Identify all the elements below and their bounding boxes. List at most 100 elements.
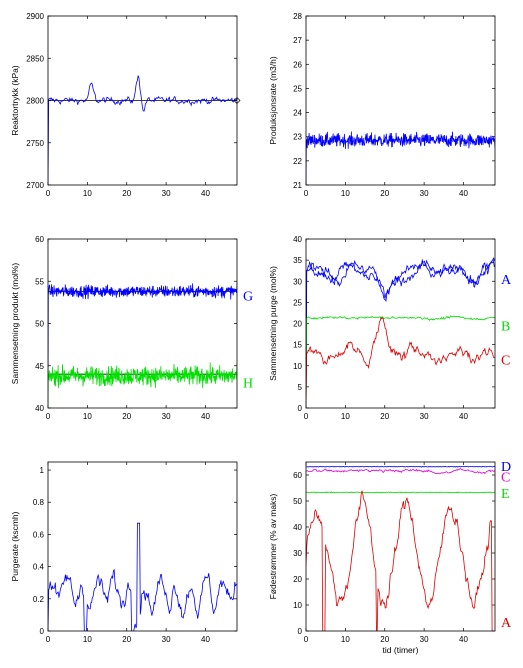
- axes-frame: [305, 15, 496, 186]
- x-tick-label: 10: [341, 412, 350, 421]
- x-tick-label: 20: [380, 412, 389, 421]
- series-line-green: [306, 491, 495, 494]
- y-tick-label: 20: [293, 320, 302, 329]
- series-tag-A: A: [501, 273, 512, 288]
- chart-panel-5: 0 10 20 30 40 0 0.2 0.4 0.6 0.8 1 Purgerate (kscmh): [10, 461, 238, 644]
- y-tick-label: 23: [293, 133, 302, 142]
- series-line-green: [48, 362, 237, 408]
- x-tick-label: 0: [304, 635, 309, 644]
- axes-frame: [47, 238, 238, 409]
- x-tick-label: 10: [341, 635, 350, 644]
- y-tick-label: 30: [293, 277, 302, 286]
- y-tick-label: 0: [298, 627, 303, 636]
- y-tick-label: 10: [293, 601, 302, 610]
- x-tick-label: 40: [459, 412, 468, 421]
- y-tick-label: 40: [293, 235, 302, 244]
- plot-area: [48, 522, 237, 631]
- y-tick-label: 10: [293, 362, 302, 371]
- x-tick-label: 40: [459, 189, 468, 198]
- x-tick-label: 20: [380, 635, 389, 644]
- y-tick-label: 25: [293, 298, 302, 307]
- y-tick-label: 50: [35, 320, 44, 329]
- y-tick-label: 27: [293, 36, 302, 45]
- x-axis-label: tid (timer): [383, 645, 419, 655]
- series-line-blue: [306, 131, 495, 185]
- y-tick-label: 28: [293, 12, 302, 21]
- x-tick-label: 10: [83, 635, 92, 644]
- x-tick-label: 40: [201, 412, 210, 421]
- y-tick-label: 21: [293, 181, 302, 190]
- y-axis-label: Fødestrømmer (% av maks): [268, 493, 278, 599]
- series-tag-B: B: [501, 320, 510, 335]
- y-axis-label: Purgerate (kscmh): [10, 511, 20, 581]
- y-tick-label: 25: [293, 84, 302, 93]
- series-tag-E: E: [501, 487, 510, 502]
- series-line-blue: [306, 465, 495, 468]
- y-axis-label: Produksjonsrate (m3/h): [268, 56, 278, 145]
- axes-frame: [47, 461, 238, 632]
- plot-area: [306, 257, 495, 408]
- x-tick-label: 40: [459, 635, 468, 644]
- x-tick-label: 0: [304, 412, 309, 421]
- y-axis-label: Sammensetning purge (mol%): [268, 266, 278, 381]
- y-tick-label: 24: [293, 109, 302, 118]
- x-tick-label: 0: [46, 635, 51, 644]
- y-tick-label: 5: [298, 383, 303, 392]
- series-line-red: [306, 316, 495, 408]
- series-tag-C: C: [501, 470, 510, 485]
- series-tag-G: G: [243, 290, 253, 305]
- x-tick-label: 20: [380, 189, 389, 198]
- y-tick-label: 55: [35, 277, 44, 286]
- chart-panel-3: 0 10 20 30 40 40 45 50 55 60 Sammensetning produkt…: [10, 235, 253, 421]
- plot-area: [306, 131, 495, 185]
- x-tick-label: 30: [162, 635, 171, 644]
- series-line-blue: [306, 257, 495, 408]
- y-tick-label: 0.8: [33, 498, 45, 507]
- y-tick-label: 50: [293, 497, 302, 506]
- y-tick-label: 2850: [26, 54, 44, 63]
- x-tick-label: 30: [162, 412, 171, 421]
- series-line-green: [306, 315, 495, 408]
- setpoint-marker: [233, 97, 241, 104]
- axes-frame: [305, 238, 496, 409]
- chart-panel-4: 0 10 20 30 40 0 5 10 15 20 25 30 35 40 Sammensetning p…: [268, 235, 512, 421]
- y-tick-label: 0: [298, 404, 303, 413]
- series-tag-A: A: [501, 616, 512, 631]
- series-line-blue: [306, 258, 495, 408]
- chart-panel-1: 0 10 20 30 40 2700 2750 2800 2850 2900 Reaktortryk…: [10, 12, 241, 198]
- x-tick-label: 0: [304, 189, 309, 198]
- y-tick-label: 2750: [26, 139, 44, 148]
- y-tick-label: 30: [293, 549, 302, 558]
- chart-panel-2: 0 10 20 30 40 21 22 23 24 25 26 27 28 Produksjonsrate…: [268, 12, 496, 198]
- series-line-blue: [48, 282, 237, 408]
- series-line-blue: [48, 75, 237, 185]
- plot-area: [48, 75, 237, 185]
- series-line-magenta: [306, 468, 495, 475]
- y-tick-label: 26: [293, 60, 302, 69]
- chart-panel-6: 0 10 20 30 40 0 10 20 30 40 50 60 Fødestrømmer (% av…: [268, 460, 512, 655]
- series-line-blue: [48, 522, 237, 631]
- x-tick-label: 20: [122, 635, 131, 644]
- series-line-red: [306, 489, 495, 631]
- plot-area: [306, 465, 495, 631]
- x-tick-label: 20: [122, 412, 131, 421]
- series-tag-D: D: [501, 460, 511, 475]
- x-tick-label: 0: [46, 189, 51, 198]
- y-tick-label: 0.2: [33, 595, 45, 604]
- x-tick-label: 0: [46, 412, 51, 421]
- x-tick-label: 30: [420, 189, 429, 198]
- axes-frame: [305, 461, 496, 632]
- x-tick-label: 30: [420, 412, 429, 421]
- y-tick-label: 60: [35, 235, 44, 244]
- x-tick-label: 10: [83, 189, 92, 198]
- plot-area: [48, 282, 237, 408]
- x-tick-label: 10: [83, 412, 92, 421]
- y-tick-label: 22: [293, 157, 302, 166]
- y-tick-label: 0.6: [33, 530, 45, 539]
- y-tick-label: 40: [35, 404, 44, 413]
- x-tick-label: 10: [341, 189, 350, 198]
- x-tick-label: 30: [162, 189, 171, 198]
- x-tick-label: 40: [201, 189, 210, 198]
- x-tick-label: 20: [122, 189, 131, 198]
